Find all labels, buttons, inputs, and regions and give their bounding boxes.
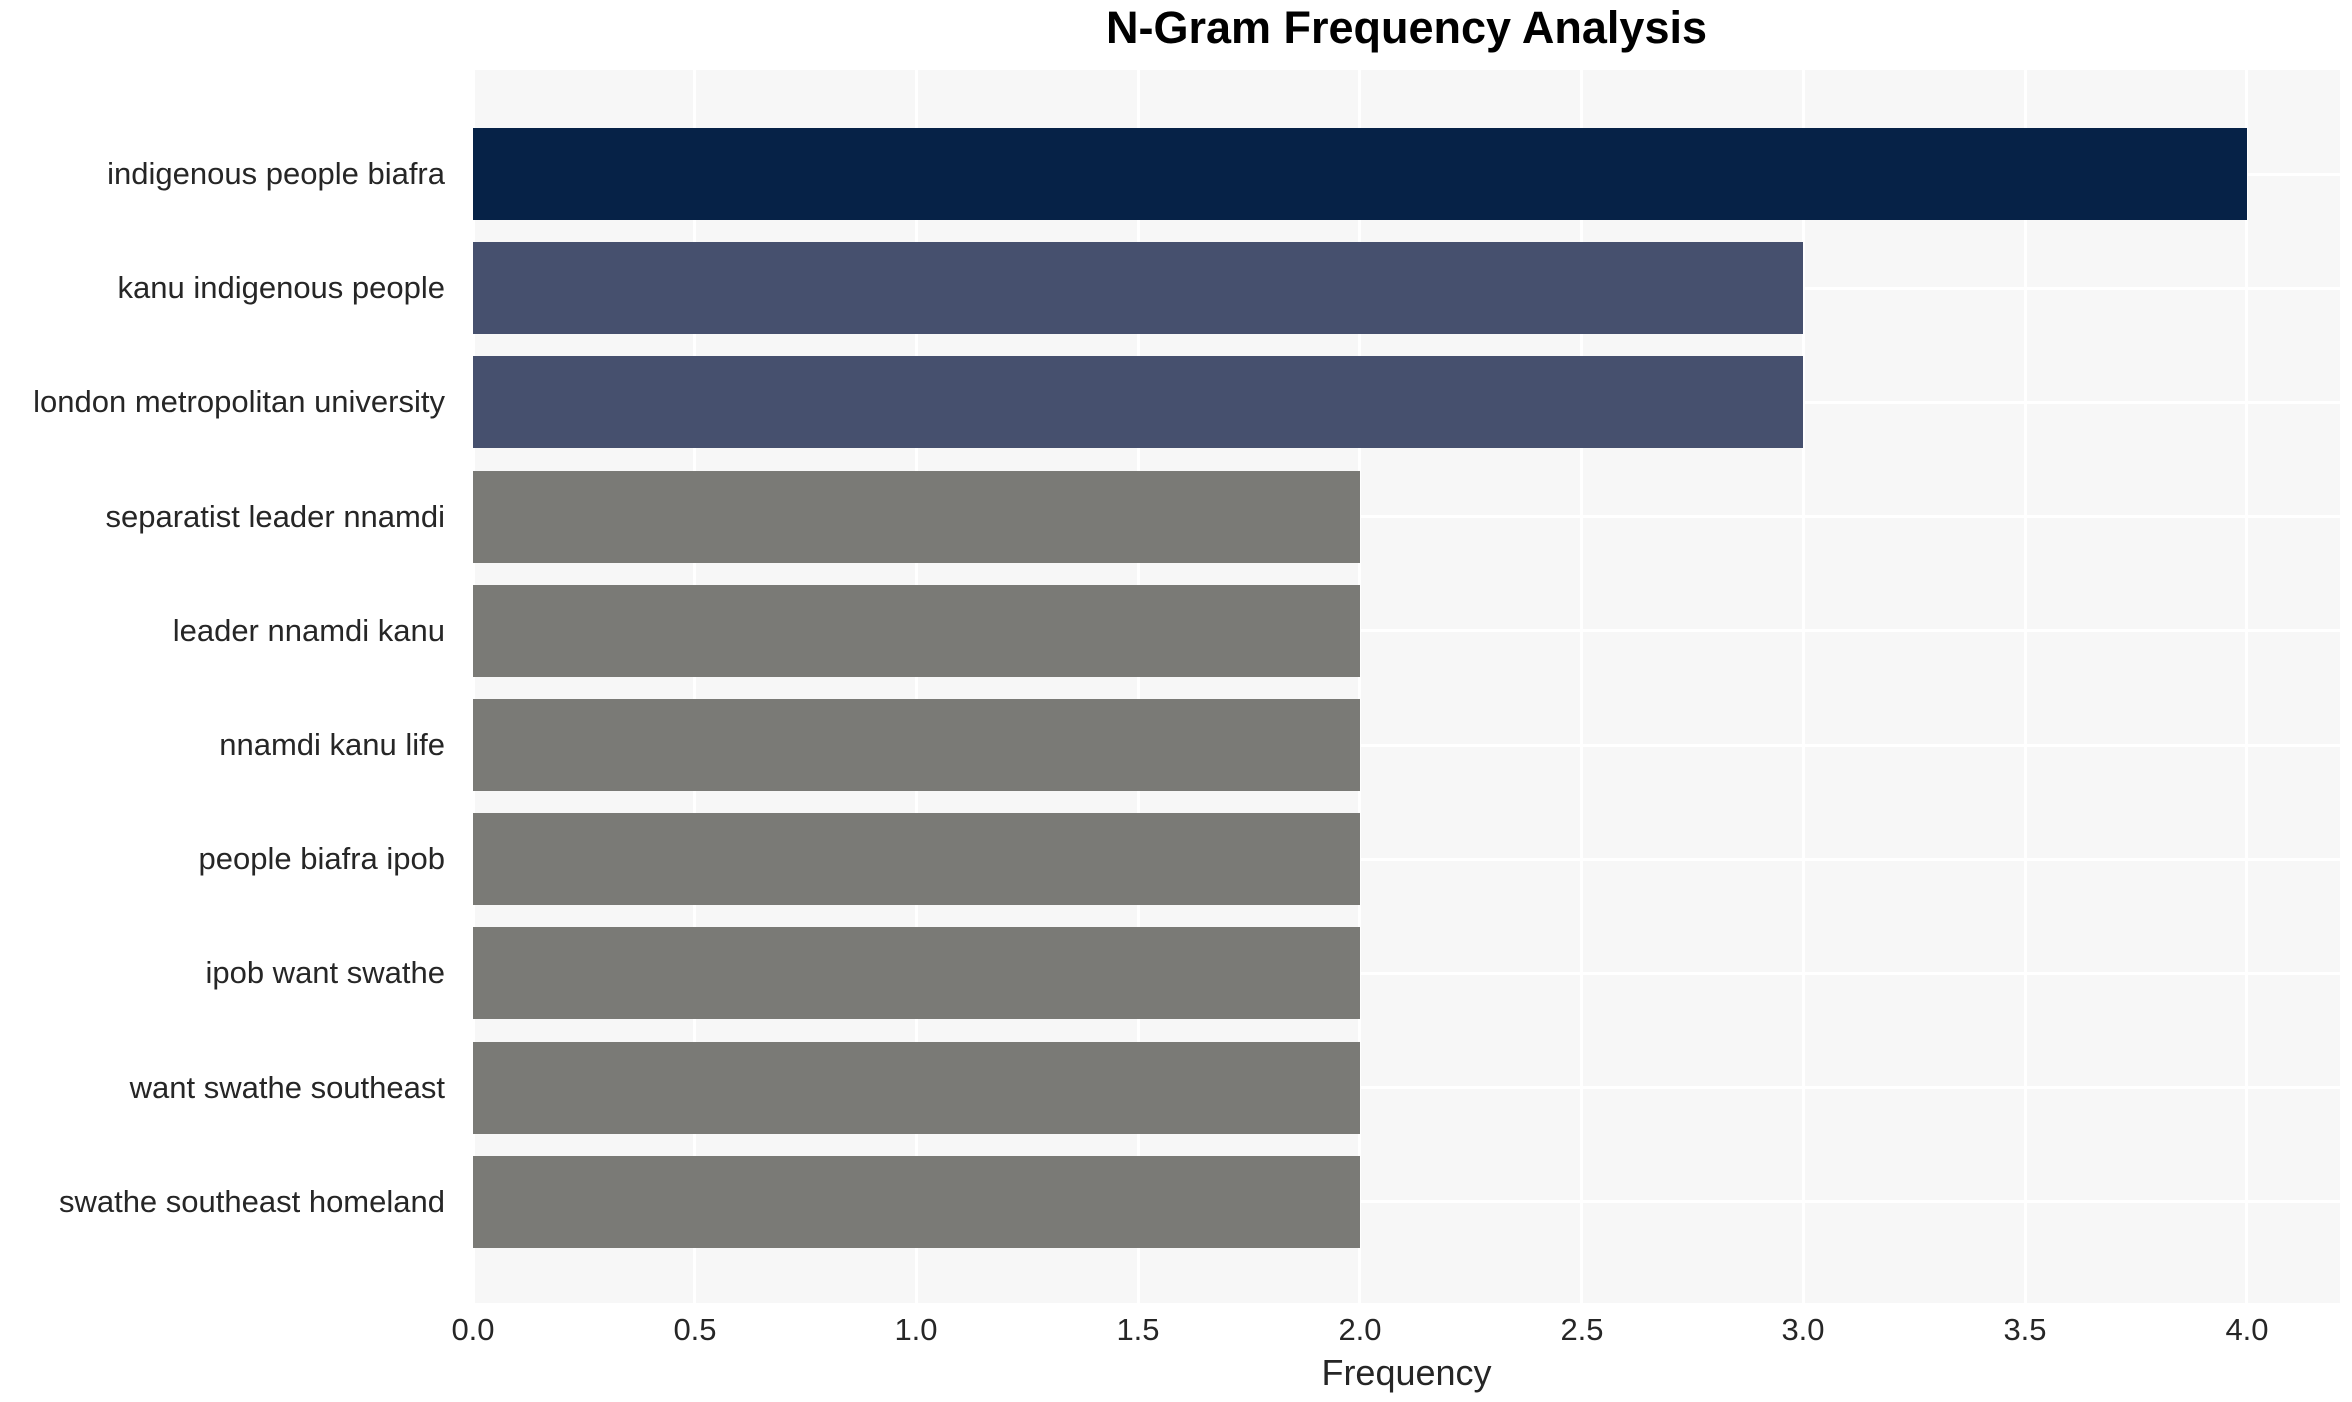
x-axis-label: Frequency bbox=[1321, 1352, 1492, 1393]
gridline-horizontal bbox=[473, 1086, 2340, 1089]
gridline-horizontal bbox=[473, 629, 2340, 632]
gridline-horizontal bbox=[473, 744, 2340, 747]
x-tick-label: 2.5 bbox=[1560, 1312, 1604, 1347]
x-tick-label: 1.0 bbox=[894, 1312, 938, 1347]
x-tick-label: 2.0 bbox=[1338, 1312, 1382, 1347]
gridline-vertical bbox=[2024, 70, 2027, 1303]
gridline-vertical bbox=[472, 70, 475, 1303]
gridline-horizontal bbox=[473, 1200, 2340, 1203]
y-tick-label: nnamdi kanu life bbox=[219, 727, 445, 762]
gridline-vertical bbox=[1358, 70, 1361, 1303]
x-axis-ticks: 0.0 0.5 1.0 1.5 2.0 2.5 3.0 3.5 4.0 bbox=[0, 1310, 2352, 1350]
x-tick-label: 4.0 bbox=[2225, 1312, 2269, 1347]
bar bbox=[473, 927, 1360, 1019]
gridline-horizontal bbox=[473, 972, 2340, 975]
y-tick-label: swathe southeast homeland bbox=[58, 1184, 445, 1219]
x-tick-label: 3.5 bbox=[2003, 1312, 2047, 1347]
bar bbox=[473, 813, 1360, 905]
chart-title: N-Gram Frequency Analysis bbox=[1105, 2, 1708, 53]
y-tick-label: london metropolitan university bbox=[33, 384, 445, 419]
bar bbox=[473, 242, 1803, 334]
bar bbox=[473, 471, 1360, 563]
bar bbox=[473, 128, 2247, 220]
bar bbox=[473, 699, 1360, 791]
gridline-vertical bbox=[2245, 70, 2248, 1303]
x-tick-label: 1.5 bbox=[1116, 1312, 1160, 1347]
y-tick-label: ipob want swathe bbox=[205, 955, 445, 990]
y-tick-label: people biafra ipob bbox=[198, 841, 445, 876]
gridline-horizontal bbox=[473, 515, 2340, 518]
bar bbox=[473, 356, 1803, 448]
gridline-vertical bbox=[1802, 70, 1805, 1303]
x-tick-label: 0.5 bbox=[673, 1312, 717, 1347]
x-tick-label: 3.0 bbox=[1781, 1312, 1825, 1347]
gridline-horizontal bbox=[473, 858, 2340, 861]
y-axis-labels: indigenous people biafra kanu indigenous … bbox=[0, 70, 459, 1303]
y-tick-label: want swathe southeast bbox=[129, 1070, 445, 1105]
gridline-vertical bbox=[1580, 70, 1583, 1303]
y-tick-label: separatist leader nnamdi bbox=[105, 499, 445, 534]
gridline-vertical bbox=[693, 70, 696, 1303]
gridline-vertical bbox=[1137, 70, 1140, 1303]
bar bbox=[473, 1042, 1360, 1134]
bar bbox=[473, 1156, 1360, 1248]
bar bbox=[473, 585, 1360, 677]
y-tick-label: indigenous people biafra bbox=[107, 156, 445, 191]
y-tick-label: kanu indigenous people bbox=[117, 270, 446, 305]
gridline-vertical bbox=[915, 70, 918, 1303]
y-tick-label: leader nnamdi kanu bbox=[172, 613, 445, 648]
plot-area bbox=[472, 70, 2340, 1303]
x-tick-label: 0.0 bbox=[451, 1312, 495, 1347]
